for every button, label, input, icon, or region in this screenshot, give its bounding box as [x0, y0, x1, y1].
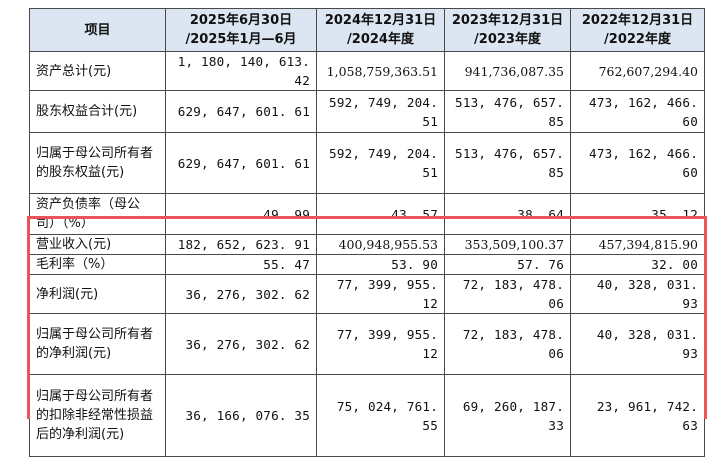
table-cell: 77, 399, 955. 12 — [316, 313, 445, 375]
table-cell: 629, 647, 601. 61 — [165, 132, 317, 194]
table-cell: 1, 180, 140, 613. 42 — [165, 51, 317, 91]
table-row: 资产负债率（母公司）（%） 49. 99 43. 57 38. 64 35. 1… — [29, 193, 705, 235]
row-label: 净利润(元) — [29, 274, 166, 314]
header-col-2022-line2: /2022年度 — [604, 32, 671, 47]
header-col-2025h1-line2: /2025年1月—6月 — [185, 32, 297, 47]
header-col-2022: 2022年12月31日 /2022年度 — [570, 8, 705, 52]
table-row: 净利润(元) 36, 276, 302. 62 77, 399, 955. 12… — [29, 274, 705, 314]
table-cell: 457,394,815.90 — [570, 234, 705, 255]
financial-summary-table: 项目 2025年6月30日 /2025年1月—6月 2024年12月31日 /2… — [29, 8, 705, 457]
row-label: 股东权益合计(元) — [29, 90, 166, 133]
table-cell: 36, 276, 302. 62 — [165, 274, 317, 314]
table-cell: 23, 961, 742. 63 — [570, 374, 705, 457]
header-col-2023: 2023年12月31日 /2023年度 — [444, 8, 571, 52]
row-label: 营业收入(元) — [29, 234, 166, 255]
table-cell: 53. 90 — [316, 254, 445, 275]
table-row: 股东权益合计(元) 629, 647, 601. 61 592, 749, 20… — [29, 90, 705, 133]
table-cell: 72, 183, 478. 06 — [444, 274, 571, 314]
header-col-2023-line2: /2023年度 — [474, 32, 541, 47]
table-cell: 57. 76 — [444, 254, 571, 275]
table-cell: 592, 749, 204. 51 — [316, 90, 445, 133]
table-cell: 75, 024, 761. 55 — [316, 374, 445, 457]
table-row: 毛利率（%） 55. 47 53. 90 57. 76 32. 00 — [29, 254, 705, 275]
row-label: 归属于母公司所有者的股东权益(元) — [29, 132, 166, 194]
header-item: 项目 — [29, 8, 166, 52]
table-cell: 182, 652, 623. 91 — [165, 234, 317, 255]
table-row: 归属于母公司所有者的净利润(元) 36, 276, 302. 62 77, 39… — [29, 313, 705, 375]
table-cell: 513, 476, 657. 85 — [444, 132, 571, 194]
table-cell: 400,948,955.53 — [316, 234, 445, 255]
header-col-2023-line1: 2023年12月31日 — [451, 13, 564, 28]
table-cell: 353,509,100.37 — [444, 234, 571, 255]
table-cell: 36, 166, 076. 35 — [165, 374, 317, 457]
row-label: 资产总计(元) — [29, 51, 166, 91]
row-label: 归属于母公司所有者的净利润(元) — [29, 313, 166, 375]
table-cell: 35. 12 — [570, 193, 705, 235]
table-cell: 762,607,294.40 — [570, 51, 705, 91]
table-cell: 49. 99 — [165, 193, 317, 235]
table-row: 营业收入(元) 182, 652, 623. 91 400,948,955.53… — [29, 234, 705, 255]
table-row: 资产总计(元) 1, 180, 140, 613. 42 1,058,759,3… — [29, 51, 705, 91]
table-cell: 69, 260, 187. 33 — [444, 374, 571, 457]
table-row: 归属于母公司所有者的扣除非经常性损益后的净利润(元) 36, 166, 076.… — [29, 374, 705, 457]
row-label: 归属于母公司所有者的扣除非经常性损益后的净利润(元) — [29, 374, 166, 457]
table-cell: 72, 183, 478. 06 — [444, 313, 571, 375]
row-label: 毛利率（%） — [29, 254, 166, 275]
table-cell: 40, 328, 031. 93 — [570, 274, 705, 314]
table-cell: 1,058,759,363.51 — [316, 51, 445, 91]
table-cell: 941,736,087.35 — [444, 51, 571, 91]
row-label: 资产负债率（母公司）（%） — [29, 193, 166, 235]
header-col-2025h1: 2025年6月30日 /2025年1月—6月 — [165, 8, 317, 52]
table-cell: 43. 57 — [316, 193, 445, 235]
table-cell: 38. 64 — [444, 193, 571, 235]
header-col-2022-line1: 2022年12月31日 — [581, 13, 694, 28]
header-col-2024-line1: 2024年12月31日 — [324, 13, 437, 28]
table-cell: 473, 162, 466. 60 — [570, 90, 705, 133]
table-cell: 55. 47 — [165, 254, 317, 275]
table-cell: 629, 647, 601. 61 — [165, 90, 317, 133]
header-row: 项目 2025年6月30日 /2025年1月—6月 2024年12月31日 /2… — [29, 8, 705, 52]
table-cell: 40, 328, 031. 93 — [570, 313, 705, 375]
header-col-2024-line2: /2024年度 — [347, 32, 414, 47]
table-cell: 592, 749, 204. 51 — [316, 132, 445, 194]
table-cell: 513, 476, 657. 85 — [444, 90, 571, 133]
table-cell: 32. 00 — [570, 254, 705, 275]
header-col-2024: 2024年12月31日 /2024年度 — [316, 8, 445, 52]
table-cell: 473, 162, 466. 60 — [570, 132, 705, 194]
table-row: 归属于母公司所有者的股东权益(元) 629, 647, 601. 61 592,… — [29, 132, 705, 194]
table-cell: 77, 399, 955. 12 — [316, 274, 445, 314]
header-col-2025h1-line1: 2025年6月30日 — [189, 13, 293, 28]
table-cell: 36, 276, 302. 62 — [165, 313, 317, 375]
